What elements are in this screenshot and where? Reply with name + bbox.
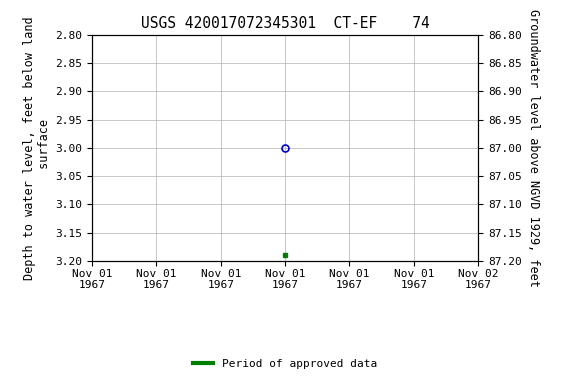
Title: USGS 420017072345301  CT-EF    74: USGS 420017072345301 CT-EF 74 (141, 16, 430, 31)
Y-axis label: Depth to water level, feet below land
 surface: Depth to water level, feet below land su… (23, 16, 51, 280)
Y-axis label: Groundwater level above NGVD 1929, feet: Groundwater level above NGVD 1929, feet (527, 9, 540, 287)
Legend: Period of approved data: Period of approved data (188, 354, 382, 373)
